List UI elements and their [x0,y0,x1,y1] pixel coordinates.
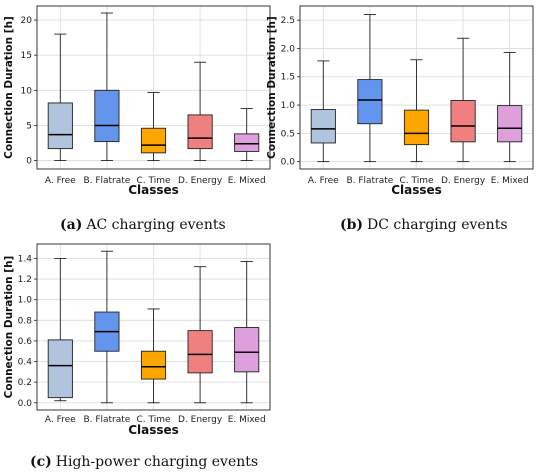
x-tick-label: D. Energy [178,415,223,425]
y-tick-label: 5 [26,121,32,131]
x-tick-label: D. Energy [178,176,223,186]
x-tick-label: E. Mixed [228,415,266,425]
box-2 [94,250,120,404]
box-5 [234,261,260,404]
x-tick-label: E. Mixed [228,176,266,186]
x-tick-label: C. Time [136,415,170,425]
y-tick-label: 2.0 [281,44,296,54]
y-tick-label: 1.4 [18,254,33,264]
iqr-box [234,327,260,373]
iqr-box [47,102,73,150]
x-tick-label: C. Time [136,176,170,186]
iqr-box [140,350,167,380]
y-axis-label: Connection Duration [h] [3,16,15,159]
x-axis-label: Classes [391,183,442,197]
box-5 [234,108,260,162]
box-2 [357,14,383,163]
iqr-box [47,339,73,399]
y-tick-label: 0.8 [18,316,33,326]
iqr-box [187,114,213,150]
box-1 [47,257,73,402]
iqr-box [497,105,523,143]
box-4 [187,266,213,404]
box-1 [310,60,336,163]
caption-ac-text: AC charging events [85,217,225,233]
x-tick-label: A. Free [45,176,76,186]
panel-ac: 0 5 10 15 20 A. Free B. Flatrate C. Time D. Ener… [3,5,271,197]
panel-hpc: 0.0 0.2 0.4 0.6 0.8 1.0 1.2 1.4 A. Free B. Flatra… [3,243,271,437]
x-axis-label: Classes [128,423,179,437]
y-axis-label: Connection Duration [h] [266,16,278,159]
box-3 [403,59,430,163]
x-tick-label: E. Mixed [491,176,529,186]
iqr-box [310,109,336,144]
x-tick-label: A. Free [45,415,76,425]
box-4 [187,61,213,162]
iqr-box [187,330,213,374]
y-tick-label: 0.0 [18,399,33,409]
y-tick-label: 0.5 [281,129,295,139]
iqr-box [357,79,383,125]
y-tick-label: 1.0 [281,101,296,111]
y-tick-label: 1.5 [281,73,295,83]
y-tick-label: 10 [21,86,33,96]
iqr-box [450,100,476,143]
y-tick-label: 2.5 [281,16,295,26]
x-tick-label: B. Flatrate [346,176,393,186]
caption-hpc-text: High-power charging events [56,454,258,470]
y-tick-label: 15 [21,51,32,61]
box-1 [47,33,73,162]
x-tick-label: A. Free [308,176,339,186]
x-tick-label: B. Flatrate [83,176,130,186]
plot-frame [299,5,534,170]
box-3 [140,308,167,404]
iqr-box [94,89,120,143]
y-tick-label: 0.2 [18,378,32,388]
y-tick-label: 0.0 [281,158,296,168]
x-tick-label: C. Time [399,176,433,186]
x-axis-label: Classes [128,183,179,197]
y-axis-label: Connection Duration [h] [3,256,15,399]
caption-dc: (b) DC charging events [340,217,508,233]
x-tick-label: D. Energy [441,176,486,186]
y-tick-label: 1.0 [18,296,33,306]
caption-dc-text: DC charging events [367,217,507,233]
caption-hpc: (c) High-power charging events [30,454,258,470]
box-2 [94,12,120,162]
iqr-box [140,127,167,154]
caption-ac: (a) AC charging events [60,217,226,233]
y-tick-label: 1.2 [18,275,32,285]
iqr-box [403,109,430,146]
x-tick-label: B. Flatrate [83,415,130,425]
panel-dc: 0.0 0.5 1.0 1.5 2.0 2.5 A. Free B. Flatrate C. T… [266,5,534,197]
plot-frame [36,5,271,170]
plot-frame [36,243,271,411]
caption-hpc-label: (c) [30,454,52,470]
box-5 [497,51,523,163]
y-tick-label: 0.4 [18,358,33,368]
y-tick-label: 0 [26,157,32,167]
caption-ac-label: (a) [60,217,82,233]
box-4 [450,37,476,163]
y-tick-label: 20 [21,16,33,26]
iqr-box [234,133,260,152]
caption-dc-label: (b) [340,217,363,233]
box-3 [140,91,167,162]
y-tick-label: 0.6 [18,337,33,347]
